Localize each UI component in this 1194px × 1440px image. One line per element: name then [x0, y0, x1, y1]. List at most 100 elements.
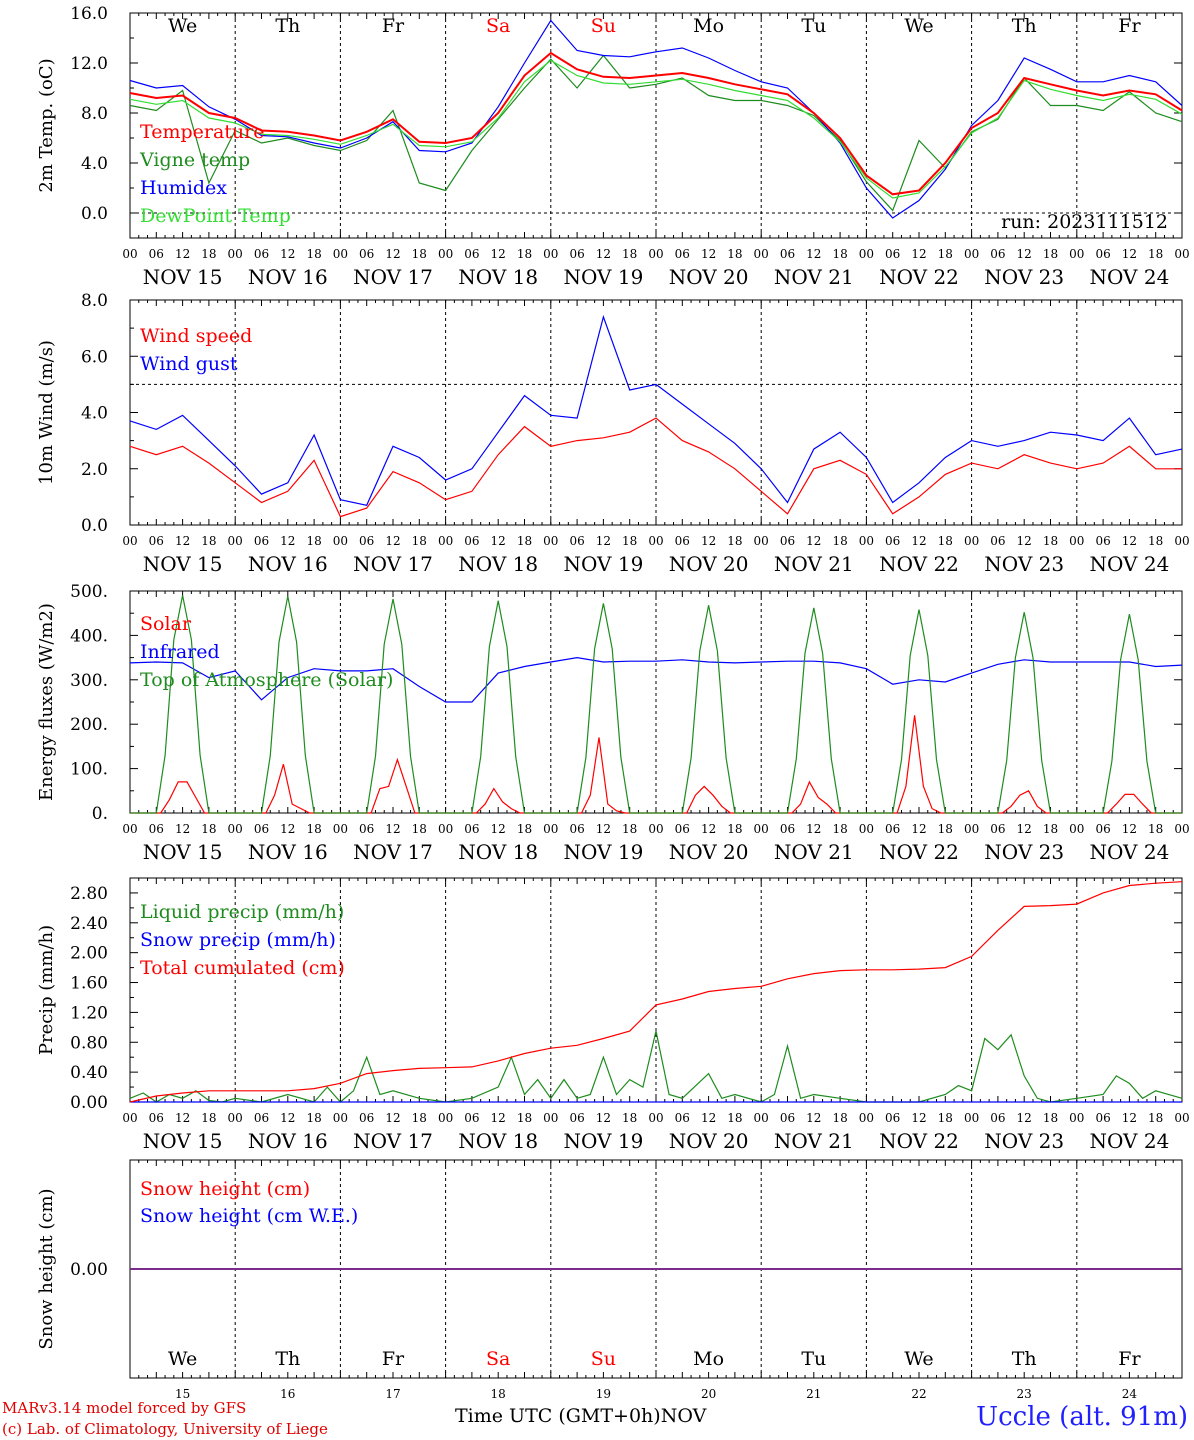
hour-tick-label: 06: [1095, 822, 1110, 836]
hour-tick-label: 12: [911, 247, 926, 261]
date-label: NOV 21: [774, 1129, 854, 1153]
run-label: run: 2023111512: [1001, 211, 1168, 233]
date-label: NOV 18: [458, 265, 538, 289]
hour-tick-label: 00: [228, 247, 243, 261]
hour-tick-label: 18: [938, 247, 953, 261]
hour-tick-label: 06: [464, 1111, 479, 1125]
legend-entry: Snow precip (mm/h): [140, 929, 336, 951]
hour-tick-label: 00: [859, 534, 874, 548]
weekday-label: Th: [275, 1348, 300, 1370]
y-tick-label: 0.0: [81, 516, 108, 536]
hour-tick-label: 06: [149, 247, 164, 261]
date-label: NOV 18: [458, 552, 538, 576]
hour-tick-label: 00: [964, 247, 979, 261]
hour-tick-label: 00: [754, 1111, 769, 1125]
hour-tick-label: 06: [359, 247, 374, 261]
y-axis-label: Energy fluxes (W/m2): [36, 603, 57, 801]
meteogram: 0.0 4.0 8.0 12.0 16.0 2m Temp. (oC) Temperatur…: [36, 4, 1190, 1398]
hour-tick-label: 00: [333, 822, 348, 836]
hour-tick-label: 00: [1069, 1111, 1084, 1125]
hour-tick-label: 12: [806, 822, 821, 836]
series-line-top-of-atmosphere-solar-: [130, 595, 1182, 814]
day-number-label: 24: [1122, 1387, 1138, 1398]
weekday-label: We: [904, 15, 933, 37]
hour-tick-label: 18: [727, 822, 742, 836]
hour-tick-label: 18: [517, 247, 532, 261]
station-label: Uccle (alt. 91m): [976, 1402, 1188, 1432]
date-label: NOV 18: [458, 840, 538, 864]
date-label: NOV 15: [143, 265, 223, 289]
hour-tick-label: 12: [806, 534, 821, 548]
date-label: NOV 20: [669, 840, 749, 864]
hour-tick-label: 12: [175, 534, 190, 548]
date-label: NOV 24: [1090, 552, 1170, 576]
hour-tick-label: 12: [911, 534, 926, 548]
hour-tick-label: 12: [175, 1111, 190, 1125]
time-axis-label: Time UTC (GMT+0h)NOV: [455, 1405, 706, 1427]
hour-tick-label: 12: [385, 534, 400, 548]
hour-tick-label: 06: [254, 534, 269, 548]
hour-tick-label: 18: [201, 534, 216, 548]
hour-tick-label: 00: [859, 247, 874, 261]
hour-tick-label: 06: [254, 822, 269, 836]
date-label: NOV 18: [458, 1129, 538, 1153]
hour-tick-label: 06: [885, 247, 900, 261]
hour-tick-label: 00: [964, 534, 979, 548]
hour-tick-label: 12: [911, 822, 926, 836]
hour-tick-label: 18: [727, 1111, 742, 1125]
hour-tick-label: 00: [333, 534, 348, 548]
date-label: NOV 20: [669, 1129, 749, 1153]
series-line-dewpoint-temp: [129, 59, 1183, 199]
hour-tick-label: 06: [990, 1111, 1005, 1125]
hour-tick-label: 06: [149, 822, 164, 836]
chart-panel-2: 0.0 2.0 4.0 6.0 8.0 10m Wind (m/s) Wind speed W…: [36, 291, 1190, 576]
hour-tick-label: 12: [701, 534, 716, 548]
hour-tick-label: 12: [1017, 534, 1032, 548]
weekday-label: Th: [1012, 15, 1037, 37]
chart-panel-1: 0.0 4.0 8.0 12.0 16.0 2m Temp. (oC) Temperatur…: [36, 4, 1190, 289]
hour-tick-label: 12: [1017, 247, 1032, 261]
hour-tick-label: 12: [701, 1111, 716, 1125]
hour-tick-label: 12: [1017, 822, 1032, 836]
y-tick-label: 0.00: [70, 1093, 108, 1113]
hour-tick-label: 00: [122, 247, 137, 261]
y-tick-label: 8.0: [81, 291, 108, 311]
weekday-label: Su: [591, 1348, 616, 1370]
hour-tick-label: 00: [438, 1111, 453, 1125]
hour-tick-label: 06: [885, 1111, 900, 1125]
weekday-label: Fr: [382, 1348, 405, 1370]
hour-tick-label: 12: [280, 534, 295, 548]
hour-tick-label: 18: [622, 534, 637, 548]
hour-tick-label: 12: [1122, 534, 1137, 548]
hour-tick-label: 18: [1148, 822, 1163, 836]
hour-tick-label: 18: [412, 1111, 427, 1125]
series-line-infrared: [129, 656, 1183, 703]
date-label: NOV 17: [353, 552, 433, 576]
hour-tick-label: 00: [1174, 247, 1189, 261]
y-tick-label: 300.: [70, 671, 108, 691]
y-axis-label: 2m Temp. (oC): [36, 58, 57, 192]
hour-tick-label: 18: [412, 534, 427, 548]
date-label: NOV 21: [774, 265, 854, 289]
hour-tick-label: 12: [1017, 1111, 1032, 1125]
hour-tick-label: 00: [859, 1111, 874, 1125]
hour-tick-label: 12: [385, 1111, 400, 1125]
day-number-label: 19: [596, 1387, 611, 1398]
hour-tick-label: 18: [201, 822, 216, 836]
y-axis-label: 10m Wind (m/s): [36, 340, 57, 485]
weekday-label: Mo: [693, 1348, 724, 1370]
hour-tick-label: 00: [543, 822, 558, 836]
series-line-wind-gust: [129, 314, 1183, 506]
hour-tick-label: 12: [385, 247, 400, 261]
day-number-label: 17: [385, 1387, 400, 1398]
y-tick-label: 1.20: [70, 1003, 108, 1023]
date-label: NOV 24: [1090, 1129, 1170, 1153]
hour-tick-label: 00: [543, 534, 558, 548]
weekday-label: We: [168, 15, 197, 37]
hour-tick-label: 06: [464, 247, 479, 261]
lab-credit: (c) Lab. of Climatology, University of L…: [2, 1420, 328, 1438]
hour-tick-label: 06: [990, 822, 1005, 836]
series-line-temperature: [129, 51, 1183, 196]
weekday-label: Th: [275, 15, 300, 37]
hour-tick-label: 12: [911, 1111, 926, 1125]
